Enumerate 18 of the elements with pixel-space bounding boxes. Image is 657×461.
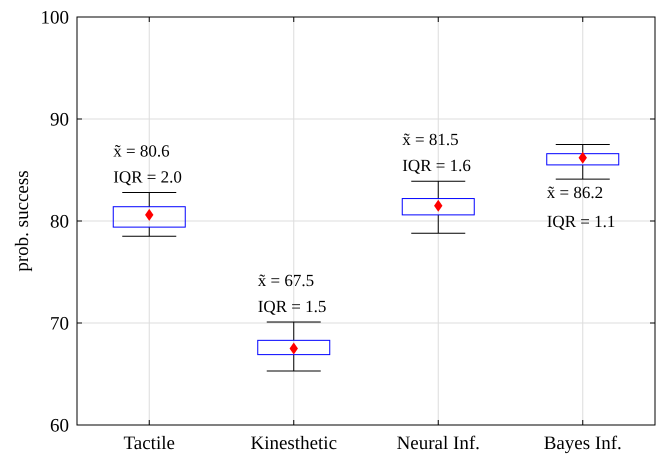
x-tick-label: Neural Inf.	[396, 433, 480, 454]
x-tick-label: Bayes Inf.	[544, 433, 622, 454]
annotation: x̃ = 86.2	[546, 183, 604, 202]
y-tick-label: 100	[40, 8, 69, 29]
y-tick-label: 70	[50, 314, 69, 335]
y-tick-label: 80	[50, 212, 69, 233]
y-tick-label: 90	[50, 110, 69, 131]
y-tick-label: 60	[50, 416, 69, 437]
annotation: x̃ = 81.5	[402, 130, 459, 150]
x-tick-label: Tactile	[124, 433, 175, 454]
annotation: IQR = 2.0	[113, 167, 182, 186]
annotation: IQR = 1.6	[402, 156, 471, 176]
annotation: x̃ = 80.6	[113, 141, 170, 160]
annotation: x̃ = 67.5	[258, 270, 314, 290]
annotation: IQR = 1.5	[258, 296, 326, 316]
y-axis-title: prob. success	[12, 170, 33, 272]
x-tick-label: Kinesthetic	[250, 433, 338, 454]
annotation: IQR = 1.1	[546, 212, 616, 232]
